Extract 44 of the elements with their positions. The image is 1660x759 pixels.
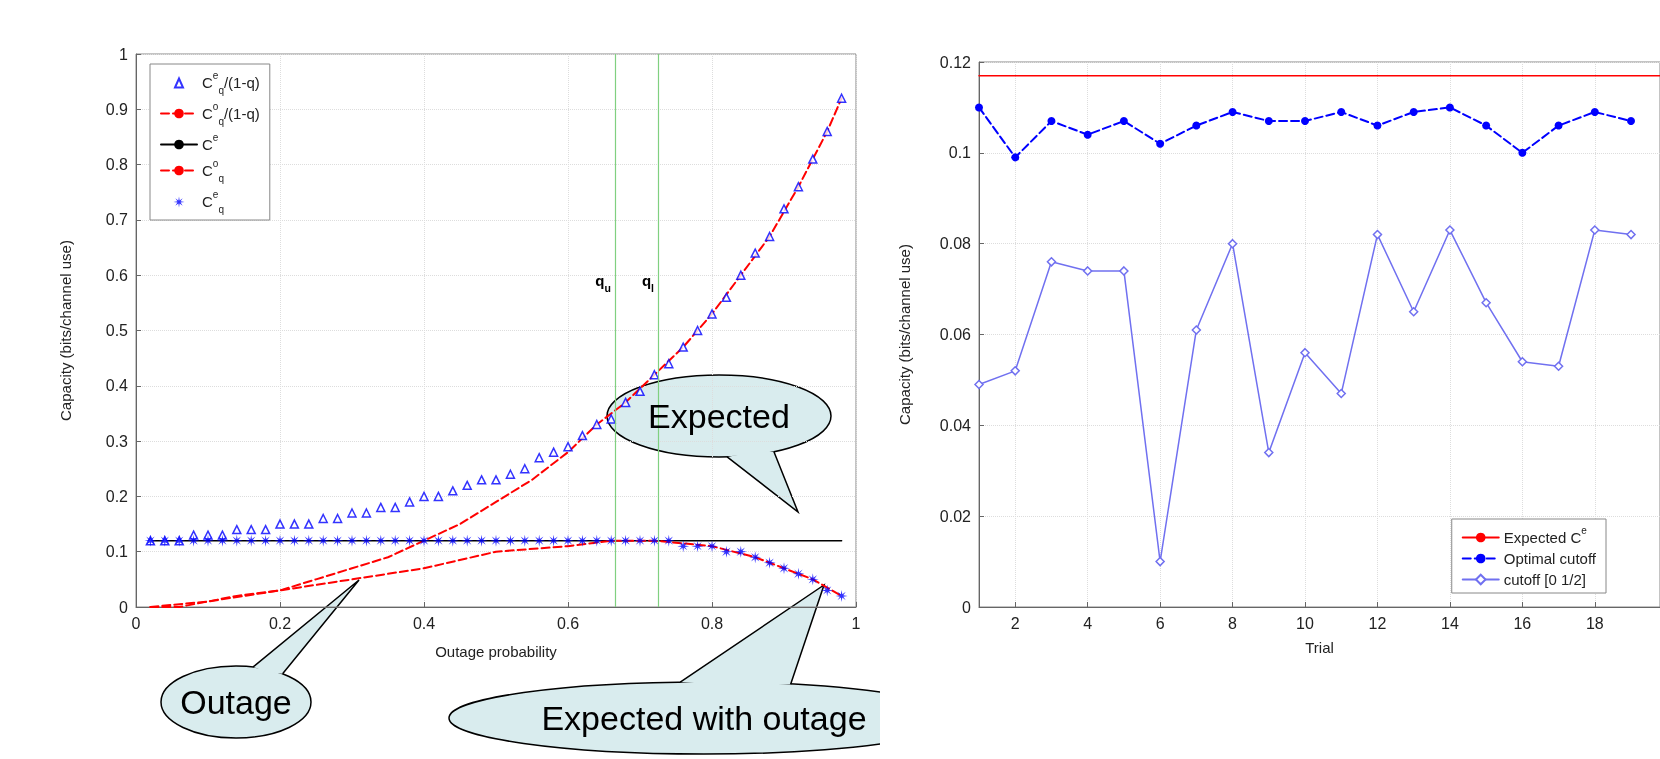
y-tick-label: 0.08 [939, 235, 972, 253]
text: Outage [180, 683, 292, 721]
y-tick-label: 0.6 [105, 266, 129, 284]
ref-line-label: q$_{u}$ [595, 272, 611, 295]
y-tick-label: 0.1 [105, 543, 129, 561]
legend-label: cutoff [0 1/2] [1503, 571, 1587, 588]
y-tick-label: 0.04 [939, 416, 972, 434]
y-tick-label: 1 [119, 45, 129, 63]
y-tick-label: 0.7 [105, 211, 129, 229]
x-tick-label: 14 [1441, 614, 1459, 632]
x-tick-label: 12 [1368, 614, 1387, 632]
text: Expected with outage [541, 699, 867, 737]
y-tick-label: 0.9 [105, 100, 129, 118]
x-tick-label: 0.4 [412, 614, 436, 632]
ref-line-label: q$_{l}$ [641, 272, 655, 295]
x-tick-label: 1 [851, 614, 861, 632]
y-tick-label: 0.02 [939, 507, 972, 525]
y-tick-label: 0 [962, 598, 972, 616]
y-tick-label: 0.5 [105, 322, 129, 339]
x-tick-label: 0.8 [700, 614, 724, 632]
y-tick-label: 0.8 [105, 156, 129, 174]
y-axis-title: Capacity (bits/channel use) [57, 240, 74, 421]
y-axis-title: Capacity (bits/channel use) [896, 244, 913, 425]
y-tick-label: 0.3 [105, 432, 129, 450]
annotation: Expected [648, 397, 790, 435]
x-tick-label: 16 [1513, 614, 1532, 632]
x-tick-label: 6 [1155, 614, 1165, 632]
x-axis-title: Outage probability [435, 643, 558, 660]
legend-label: Optimal cutoff [1503, 550, 1597, 567]
x-tick-label: 0.2 [268, 614, 292, 632]
x-tick-label: 4 [1083, 614, 1093, 632]
y-tick-label: 0.4 [105, 377, 129, 395]
y-tick-label: 0.1 [948, 144, 972, 162]
y-tick-label: 0.12 [939, 53, 972, 71]
x-tick-label: 0.6 [556, 614, 580, 632]
x-tick-label: 0 [131, 614, 141, 632]
x-tick-label: 10 [1296, 614, 1315, 632]
y-tick-label: 0.2 [105, 487, 129, 505]
x-tick-label: 8 [1228, 614, 1238, 632]
y-tick-label: 0 [119, 598, 129, 616]
x-tick-label: 2 [1010, 614, 1020, 632]
x-tick-label: 18 [1585, 614, 1604, 632]
x-axis-title: Trial [1305, 639, 1334, 656]
y-tick-label: 0.06 [939, 326, 972, 343]
